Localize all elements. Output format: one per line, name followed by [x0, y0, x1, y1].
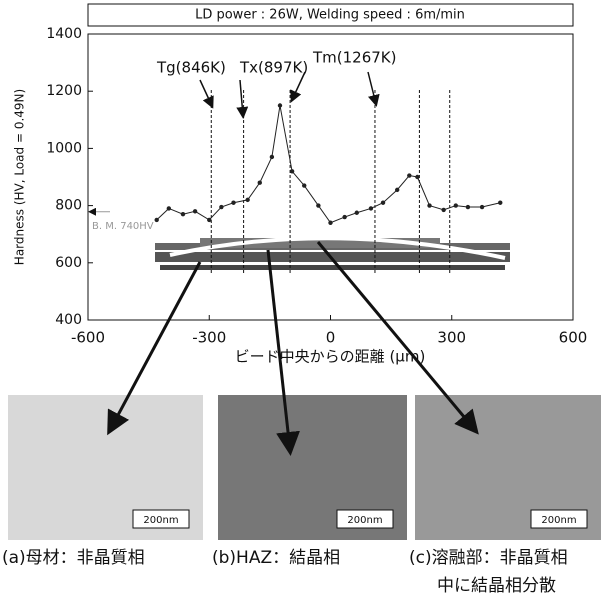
y-tick-label: 600: [55, 255, 82, 271]
x-tick-label: 600: [559, 329, 588, 347]
data-point: [231, 201, 235, 205]
panel-caption: 中に結晶相分散: [437, 576, 556, 596]
data-point: [219, 205, 223, 209]
data-point: [381, 201, 385, 205]
scale-label: 200nm: [143, 515, 178, 526]
data-point: [290, 169, 294, 173]
data-point: [245, 198, 249, 202]
data-point: [270, 155, 274, 159]
data-point: [480, 205, 484, 209]
panel-caption: (c)溶融部：非晶質相: [409, 548, 568, 568]
data-point: [316, 203, 320, 207]
x-tick-label: -300: [192, 329, 226, 347]
data-point: [466, 205, 470, 209]
chart-title: LD power : 26W, Welding speed : 6m/min: [195, 8, 465, 23]
data-point: [181, 212, 185, 216]
annotation-arrows: [200, 72, 376, 116]
data-point: [427, 203, 431, 207]
y-tick-label: 400: [55, 312, 82, 328]
cross-section: [155, 238, 510, 270]
scale-label: 200nm: [541, 515, 576, 526]
data-point: [355, 211, 359, 215]
data-point: [155, 218, 159, 222]
series-line: [157, 106, 501, 223]
data-point: [454, 203, 458, 207]
data-point: [193, 209, 197, 213]
data-point: [342, 215, 346, 219]
data-point: [207, 218, 211, 222]
annotation: Tg(846K): [156, 59, 226, 77]
y-tick-label: 1400: [46, 26, 82, 42]
plot-frame: [88, 34, 573, 320]
data-point: [328, 221, 332, 225]
page: {"chart_data": {"type": "line", "title":…: [0, 0, 601, 602]
panel-caption: (a)母材：非晶質相: [2, 548, 145, 568]
base-metal-label: B. M. 740HV: [92, 221, 154, 232]
annotation: Tx(897K): [239, 59, 308, 77]
data-point: [369, 206, 373, 210]
y-tick-label: 1000: [46, 140, 82, 156]
data-point: [395, 188, 399, 192]
panel-images: [8, 395, 601, 540]
data-point: [258, 181, 262, 185]
data-point: [415, 175, 419, 179]
y-tick-label: 800: [55, 198, 82, 214]
y-axis-label: Hardness (HV, Load = 0.49N): [13, 89, 27, 265]
scale-label: 200nm: [347, 515, 382, 526]
data-point: [302, 183, 306, 187]
data-point: [278, 103, 282, 107]
x-tick-label: -600: [71, 329, 105, 347]
data-point: [441, 208, 445, 212]
data-point: [407, 173, 411, 177]
x-axis-label: ビード中央からの距離 (μm): [235, 348, 426, 366]
data-point: [167, 206, 171, 210]
annotation: Tm(1267K): [312, 49, 397, 67]
figure: LD power : 26W, Welding speed : 6m/min H…: [0, 0, 601, 602]
panel-caption: (b)HAZ：結晶相: [212, 548, 340, 568]
data-point: [498, 201, 502, 205]
y-tick-label: 1200: [46, 83, 82, 99]
x-tick-label: 0: [326, 329, 336, 347]
x-tick-label: 300: [437, 329, 466, 347]
